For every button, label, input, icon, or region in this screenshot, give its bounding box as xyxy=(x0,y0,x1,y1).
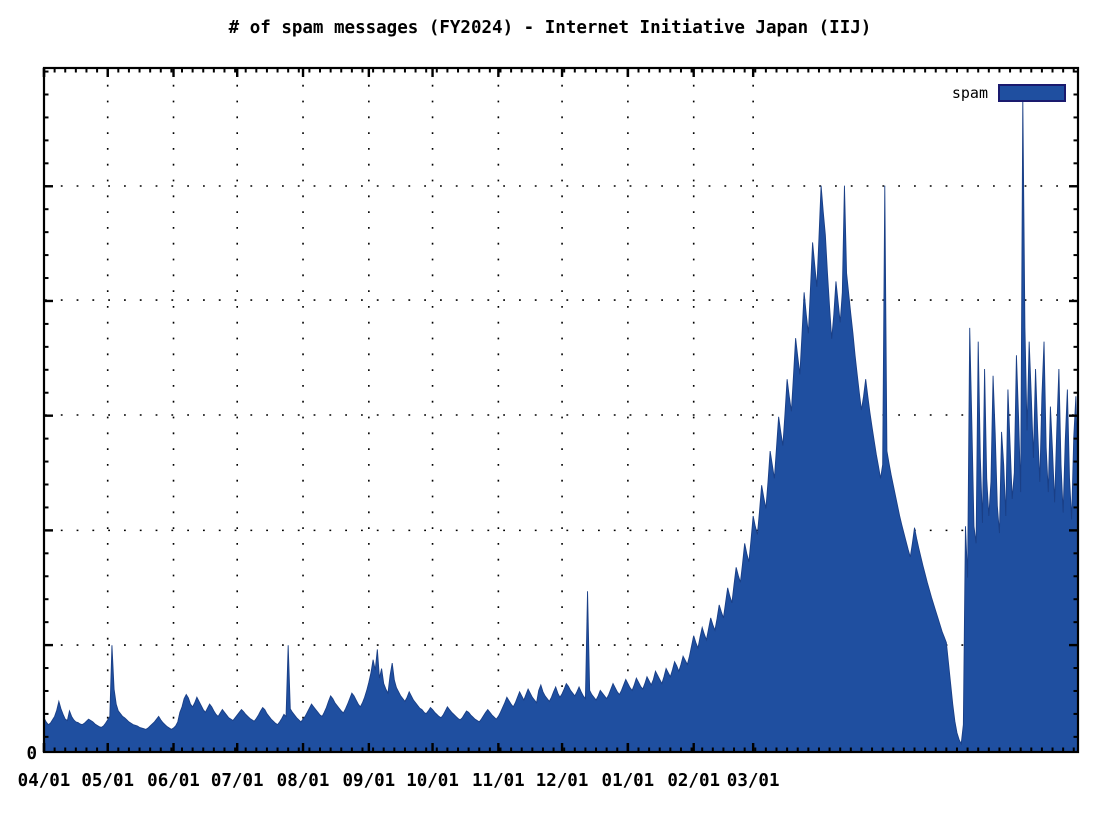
y-axis-ticks xyxy=(44,70,53,738)
x-axis-tick-label: 11/01 xyxy=(472,771,525,791)
legend-item-label: spam xyxy=(952,84,988,102)
x-axis-tick-label: 02/01 xyxy=(667,771,720,791)
page-title: # of spam messages (FY2024) - Internet I… xyxy=(228,18,872,38)
x-axis-labels: 04/01 05/01 06/01 07/01 08/01 09/01 10/01 11/01… xyxy=(18,771,780,791)
x-axis-tick-label: 03/01 xyxy=(727,771,780,791)
x-axis-tick-label: 05/01 xyxy=(81,771,134,791)
x-axis-ticks xyxy=(42,743,1075,752)
x-axis-tick-label: 10/01 xyxy=(406,771,459,791)
x-axis-tick-label: 08/01 xyxy=(277,771,330,791)
x-axis-tick-label: 04/01 xyxy=(18,771,71,791)
legend[interactable]: spam xyxy=(952,84,1066,102)
x-axis-tick-label: 07/01 xyxy=(211,771,264,791)
x-axis-tick-label: 06/01 xyxy=(147,771,200,791)
x-axis-ticks-top xyxy=(42,68,1075,77)
x-axis-tick-label: 01/01 xyxy=(602,771,655,791)
legend-color-swatch xyxy=(998,84,1066,102)
y-axis-ticks-right xyxy=(1069,70,1078,738)
x-axis-tick-label: 12/01 xyxy=(536,771,589,791)
spam-series xyxy=(43,98,1079,752)
spam-outline xyxy=(43,98,1079,746)
x-axis-tick-label: 09/01 xyxy=(343,771,396,791)
spam-area-fill xyxy=(44,98,1078,752)
y-axis-zero-label: 0 xyxy=(26,744,37,764)
